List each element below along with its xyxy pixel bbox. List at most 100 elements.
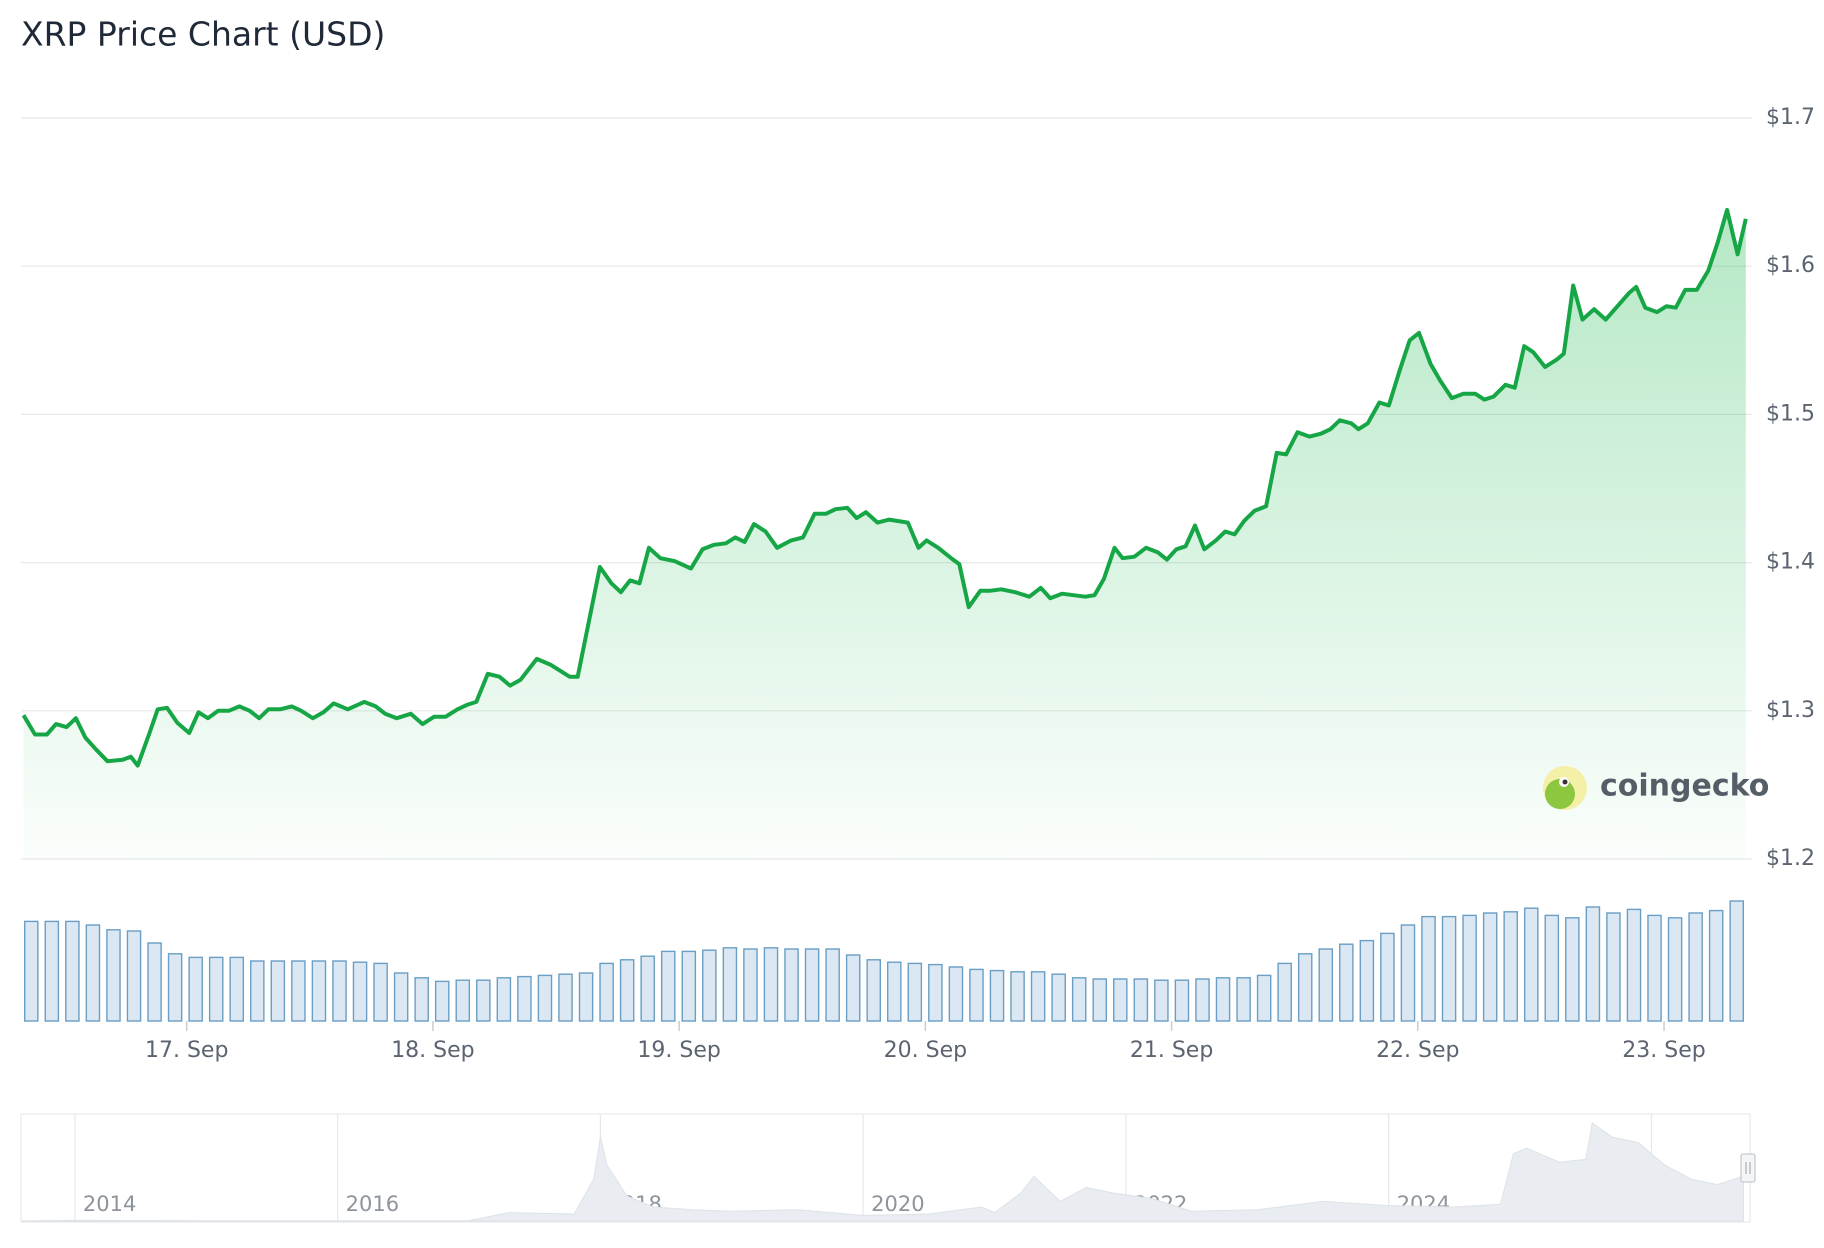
x-tick-label: 21. Sep (1130, 1038, 1213, 1063)
volume-bar (825, 948, 840, 1022)
volume-bar (1318, 948, 1334, 1022)
volume-bar (373, 962, 388, 1022)
volume-bar (948, 966, 964, 1022)
x-tick-label: 22. Sep (1376, 1038, 1459, 1063)
volume-bar (1359, 939, 1375, 1022)
grid: $1.2 $1.3 $1.4 $1.5 $1.6 $1.7 17. Sep 18. Sep 19… (21, 105, 1815, 1063)
watermark-text: coingecko (1600, 769, 1769, 804)
volume-bar (23, 920, 39, 1022)
volume-bar (414, 977, 429, 1022)
y-tick-label: $1.3 (1766, 698, 1815, 723)
volume-bar (599, 962, 614, 1022)
volume-bar (640, 955, 655, 1022)
volume-bar (1482, 912, 1498, 1022)
volume-bar (1154, 979, 1169, 1022)
x-tick-label: 17. Sep (145, 1038, 228, 1063)
volume-bar (989, 969, 1005, 1022)
volume-bar (1544, 914, 1560, 1022)
navigator-tick-label: 2014 (83, 1192, 136, 1216)
logo (1545, 779, 1575, 809)
volume-bar (1708, 909, 1724, 1022)
volume-bar (1729, 900, 1745, 1022)
volume-bar (1380, 932, 1395, 1022)
plot (21, 207, 1748, 859)
volume-bar (1297, 953, 1313, 1022)
volume-bar (1174, 979, 1190, 1022)
volume-bar (804, 948, 820, 1022)
volume-bar (578, 972, 594, 1022)
volume-bar (928, 963, 943, 1022)
volume-bar (1585, 906, 1601, 1022)
volume-bar (1256, 974, 1272, 1022)
x-tick-label: 23. Sep (1622, 1038, 1705, 1063)
volume-bar (1092, 978, 1108, 1022)
x-tick-label: 19. Sep (637, 1038, 720, 1063)
volume-bar (743, 948, 758, 1022)
y-tick-label: $1.5 (1766, 401, 1815, 426)
volume-bar (250, 960, 265, 1022)
volume-bar (619, 959, 635, 1022)
volume-bar (1010, 971, 1025, 1022)
y-tick-label: $1.4 (1766, 550, 1815, 575)
volume-bar (352, 961, 368, 1022)
volume-bar (1667, 917, 1683, 1022)
volume-bar (1503, 911, 1518, 1022)
volume-bar (434, 980, 450, 1022)
volume-bar (681, 950, 697, 1022)
volume-bar (537, 974, 553, 1022)
volume-bar (188, 956, 203, 1022)
volume-bar (1071, 977, 1087, 1022)
navigator-area (21, 1122, 1744, 1222)
volume-bar (85, 924, 101, 1022)
volume-bar (969, 968, 984, 1022)
volume-bar (1647, 914, 1662, 1022)
volume-bar (1421, 915, 1436, 1022)
volume-bar (1236, 977, 1251, 1022)
logo (1562, 779, 1568, 785)
volume-bar (1215, 977, 1231, 1022)
volume-bar (476, 979, 491, 1022)
navigator-tick-label: 2020 (871, 1192, 924, 1216)
volume-bar (907, 962, 923, 1022)
volume-bar (167, 953, 183, 1022)
volume-bar (126, 930, 142, 1022)
navigator-handle[interactable] (1740, 1153, 1756, 1183)
volume-bar (1400, 924, 1416, 1022)
navigator: 2014201620182020202220242026 (21, 1114, 1744, 1222)
volume-bar (291, 960, 306, 1022)
volume-bar (270, 960, 286, 1022)
volume-bar (1113, 978, 1128, 1022)
volume-bar (845, 954, 861, 1022)
volume-bar (1523, 907, 1539, 1022)
area (23, 209, 1746, 859)
volume-bar (558, 973, 573, 1022)
volume-bar (763, 947, 779, 1022)
volume-bar (1626, 908, 1642, 1022)
volume-bar (866, 959, 882, 1022)
volume-bar (1462, 914, 1477, 1022)
volume-bar (886, 961, 902, 1022)
volume-bar (1133, 978, 1149, 1022)
volume-bar (332, 960, 347, 1022)
x-tick-label: 20. Sep (884, 1038, 967, 1063)
volume-bar (660, 950, 676, 1022)
volume-bar (393, 972, 409, 1022)
volume-bar (455, 979, 471, 1022)
volume-bar (1688, 912, 1703, 1022)
volume-bar (311, 960, 327, 1022)
volume-bar (1277, 962, 1292, 1022)
volume-bar (65, 920, 80, 1022)
volume-bar (106, 929, 121, 1022)
volume-bar (147, 942, 162, 1022)
volume-bar (1195, 978, 1210, 1022)
volume-bar (1051, 973, 1066, 1022)
volume-bar (1565, 917, 1580, 1022)
volume (23, 900, 1745, 1022)
volume-bar (496, 977, 512, 1022)
navigator-tick-label: 2016 (346, 1192, 399, 1216)
volume-bar (208, 956, 224, 1022)
volume-bar (1606, 912, 1621, 1022)
watermark: coingecko (1543, 766, 1769, 810)
